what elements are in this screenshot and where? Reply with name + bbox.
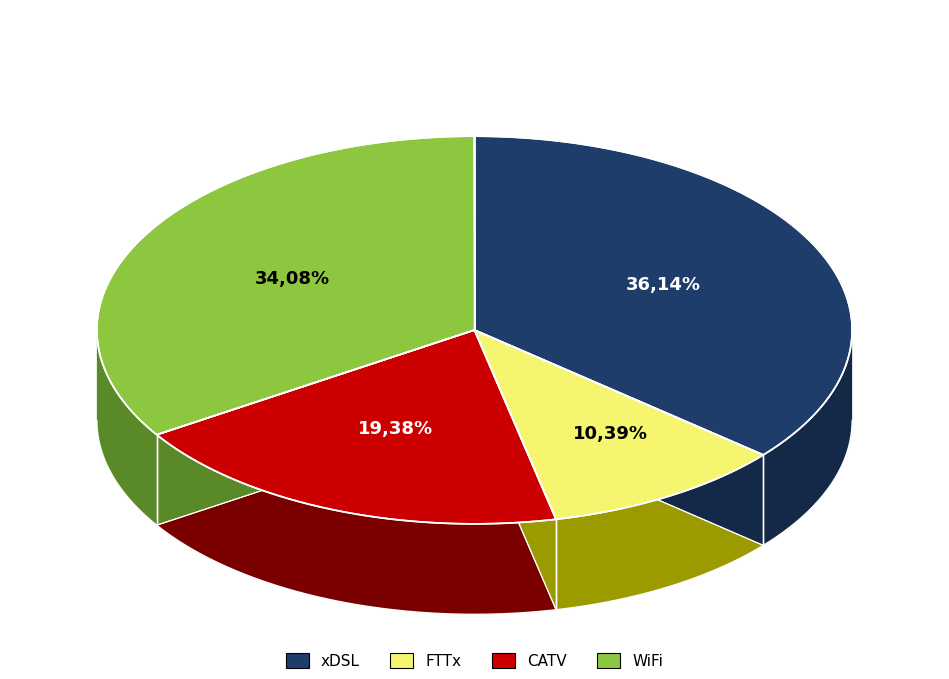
Polygon shape [157, 330, 556, 524]
Polygon shape [474, 420, 852, 545]
Polygon shape [763, 331, 852, 545]
Polygon shape [556, 455, 763, 610]
Polygon shape [474, 420, 763, 610]
Text: 19,38%: 19,38% [358, 420, 433, 437]
Polygon shape [157, 330, 474, 525]
Text: 34,08%: 34,08% [254, 270, 330, 288]
Polygon shape [157, 420, 556, 614]
Text: 36,14%: 36,14% [625, 276, 700, 294]
Polygon shape [474, 330, 556, 610]
Text: 10,39%: 10,39% [573, 425, 648, 443]
Polygon shape [157, 435, 556, 614]
Legend: xDSL, FTTx, CATV, WiFi: xDSL, FTTx, CATV, WiFi [280, 646, 669, 675]
Polygon shape [474, 330, 556, 610]
Polygon shape [474, 330, 763, 545]
Polygon shape [474, 136, 852, 455]
Polygon shape [157, 330, 474, 525]
Polygon shape [474, 330, 763, 519]
Polygon shape [97, 420, 474, 525]
Polygon shape [474, 330, 763, 545]
Polygon shape [97, 330, 157, 525]
Polygon shape [97, 136, 474, 435]
